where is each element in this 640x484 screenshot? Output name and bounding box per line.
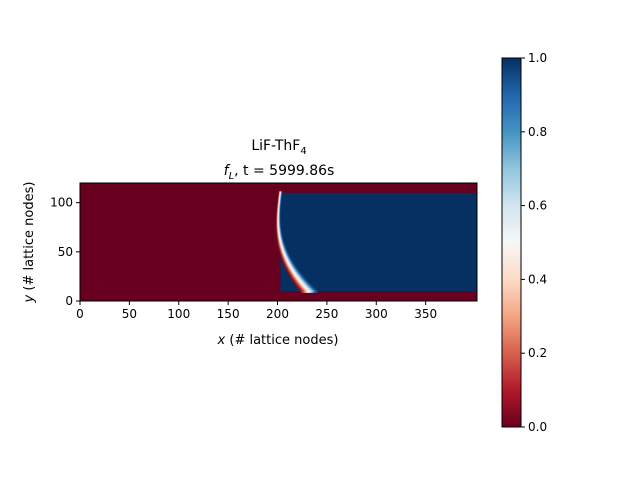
- melting-front-segment: [275, 217, 281, 221]
- melting-front-segment: [283, 261, 294, 265]
- melting-front-segment: [276, 235, 283, 239]
- colorbar-ticks: 0.0 0.2 0.4 0.6 0.8 1.0: [521, 51, 547, 434]
- melting-front-segment: [277, 199, 282, 203]
- melting-front-segment: [276, 215, 281, 219]
- melting-front-segment: [277, 201, 282, 205]
- melting-front-segment: [276, 231, 283, 235]
- melting-front-segment: [278, 247, 287, 251]
- melting-front-segment: [287, 269, 300, 273]
- colorbar: [501, 57, 522, 428]
- melting-front-segment: [276, 209, 281, 213]
- melting-front-segment: [278, 191, 283, 195]
- chart-title-line1: LiF-ThF4: [251, 138, 306, 157]
- melting-front-segment: [277, 197, 282, 201]
- melting-front-segment: [281, 257, 292, 261]
- y-axis-label: y (# lattice nodes): [22, 182, 37, 304]
- x-tick-label: 300: [365, 307, 388, 321]
- colorbar-tick-label: 0.4: [528, 272, 547, 286]
- colorbar-tick-label: 0.8: [528, 125, 547, 139]
- melting-front-segment: [278, 245, 286, 249]
- colorbar-tick-label: 0.6: [528, 199, 547, 213]
- melting-front-segment: [276, 213, 281, 217]
- melting-front-segment: [289, 273, 303, 277]
- colorbar-tick-label: 0.0: [528, 420, 547, 434]
- melting-front-segment: [276, 207, 281, 211]
- y-tick-label: 50: [58, 245, 73, 259]
- colorbar-tick-label: 0.2: [528, 346, 547, 360]
- melting-front-segment: [275, 227, 282, 231]
- melting-front-segment: [282, 259, 293, 263]
- melting-front-segment: [298, 287, 316, 291]
- x-tick-label: 0: [76, 307, 84, 321]
- melting-front-segment: [276, 229, 282, 233]
- melting-front-segment: [290, 275, 305, 279]
- melting-front-segment: [284, 263, 296, 267]
- colorbar-tick-label: 1.0: [528, 51, 547, 65]
- heatmap-plot: [80, 183, 477, 301]
- melting-front-segment: [275, 219, 281, 223]
- melting-front-segment: [279, 249, 288, 253]
- x-tick-label: 200: [266, 307, 289, 321]
- x-axis-ticks: 0 50 100 150 200 250 300 350: [76, 301, 437, 321]
- melting-front-segment: [276, 237, 284, 241]
- x-tick-label: 250: [315, 307, 338, 321]
- melting-front-segment: [279, 251, 289, 255]
- melting-front-segment: [277, 239, 284, 243]
- y-axis-ticks: 0 50 100: [50, 196, 80, 308]
- melting-front-segment: [285, 265, 297, 269]
- x-tick-label: 100: [167, 307, 190, 321]
- melting-front-segment: [288, 271, 301, 275]
- x-tick-label: 150: [217, 307, 240, 321]
- melting-front-segment: [291, 277, 307, 281]
- chart-title-line2: fL, t = 5999.86s: [224, 163, 335, 182]
- melting-front-segment: [277, 195, 282, 199]
- melting-front-segment: [277, 203, 282, 207]
- melting-front-segment: [275, 223, 282, 227]
- melting-front-segment: [280, 253, 290, 257]
- melting-front-segment: [276, 205, 281, 209]
- melting-front-segment: [278, 193, 283, 197]
- y-tick-label: 0: [65, 294, 73, 308]
- y-tick-label: 100: [50, 196, 73, 210]
- melting-front-segment: [275, 225, 282, 229]
- melting-front-segment: [286, 267, 298, 271]
- x-tick-label: 50: [122, 307, 137, 321]
- melting-front-segment: [275, 221, 281, 225]
- melting-front-segment: [277, 243, 286, 247]
- x-tick-label: 350: [414, 307, 437, 321]
- melting-front-segment: [276, 233, 283, 237]
- melting-front-segment: [276, 211, 281, 215]
- melting-front-segment: [281, 255, 291, 259]
- melting-front-segment: [295, 283, 312, 287]
- liquid-region: [280, 192, 477, 292]
- melting-front-segment: [277, 241, 285, 245]
- melting-front-segment: [297, 285, 314, 289]
- melting-front-segment: [300, 289, 319, 293]
- melting-front-segment: [292, 279, 308, 283]
- melting-front-segment: [294, 281, 310, 285]
- plot-frame: [79, 182, 478, 302]
- x-axis-label: x (# lattice nodes): [217, 333, 339, 348]
